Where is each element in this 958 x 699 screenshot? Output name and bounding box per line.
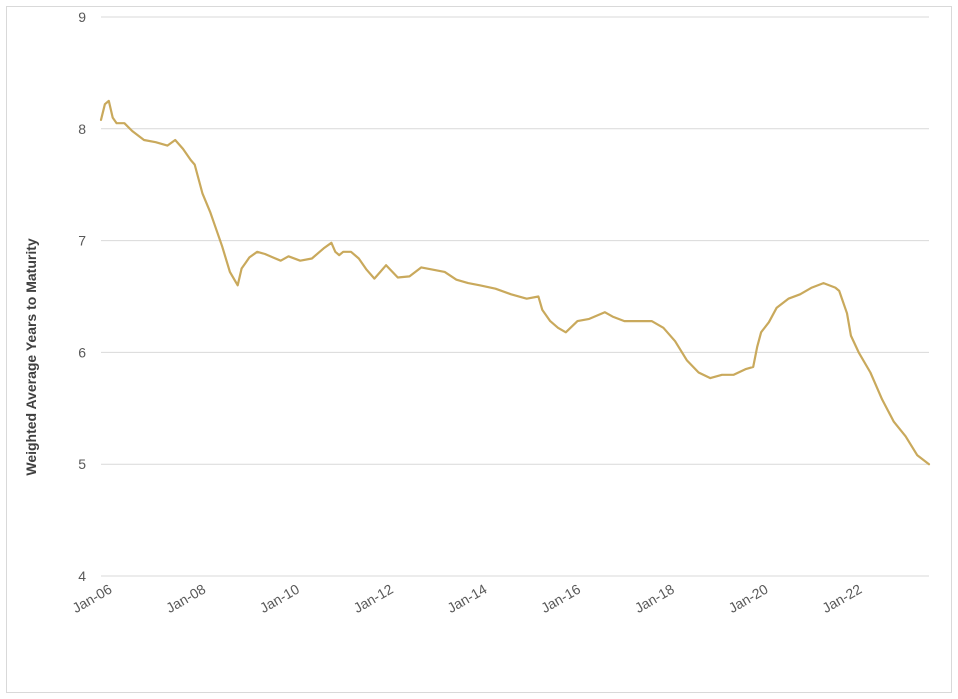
x-tick-labels: Jan-06 Jan-08 Jan-10 Jan-12 Jan-14 Jan-16 Jan-… <box>69 581 864 616</box>
chart-frame <box>6 6 952 693</box>
gridlines <box>101 16 929 577</box>
x-tick-label: Jan-10 <box>257 581 302 616</box>
y-tick-label: 9 <box>78 9 86 25</box>
series-line <box>99 99 931 466</box>
x-tick-label: Jan-14 <box>444 581 489 616</box>
x-tick-label: Jan-06 <box>69 581 114 616</box>
x-tick-label: Jan-12 <box>351 581 396 616</box>
y-tick-label: 8 <box>78 121 86 137</box>
y-axis-title: Weighted Average Years to Maturity <box>23 238 39 476</box>
x-tick-label: Jan-18 <box>632 581 677 616</box>
x-tick-label: Jan-22 <box>819 581 864 616</box>
y-tick-label: 5 <box>78 456 86 472</box>
x-tick-label: Jan-20 <box>726 581 771 616</box>
y-tick-labels: 4 5 6 7 8 9 <box>78 9 86 584</box>
y-tick-label: 7 <box>78 233 86 249</box>
y-tick-label: 6 <box>78 344 86 360</box>
x-tick-label: Jan-16 <box>538 581 583 616</box>
y-tick-label: 4 <box>78 568 86 584</box>
x-tick-label: Jan-08 <box>163 581 208 616</box>
